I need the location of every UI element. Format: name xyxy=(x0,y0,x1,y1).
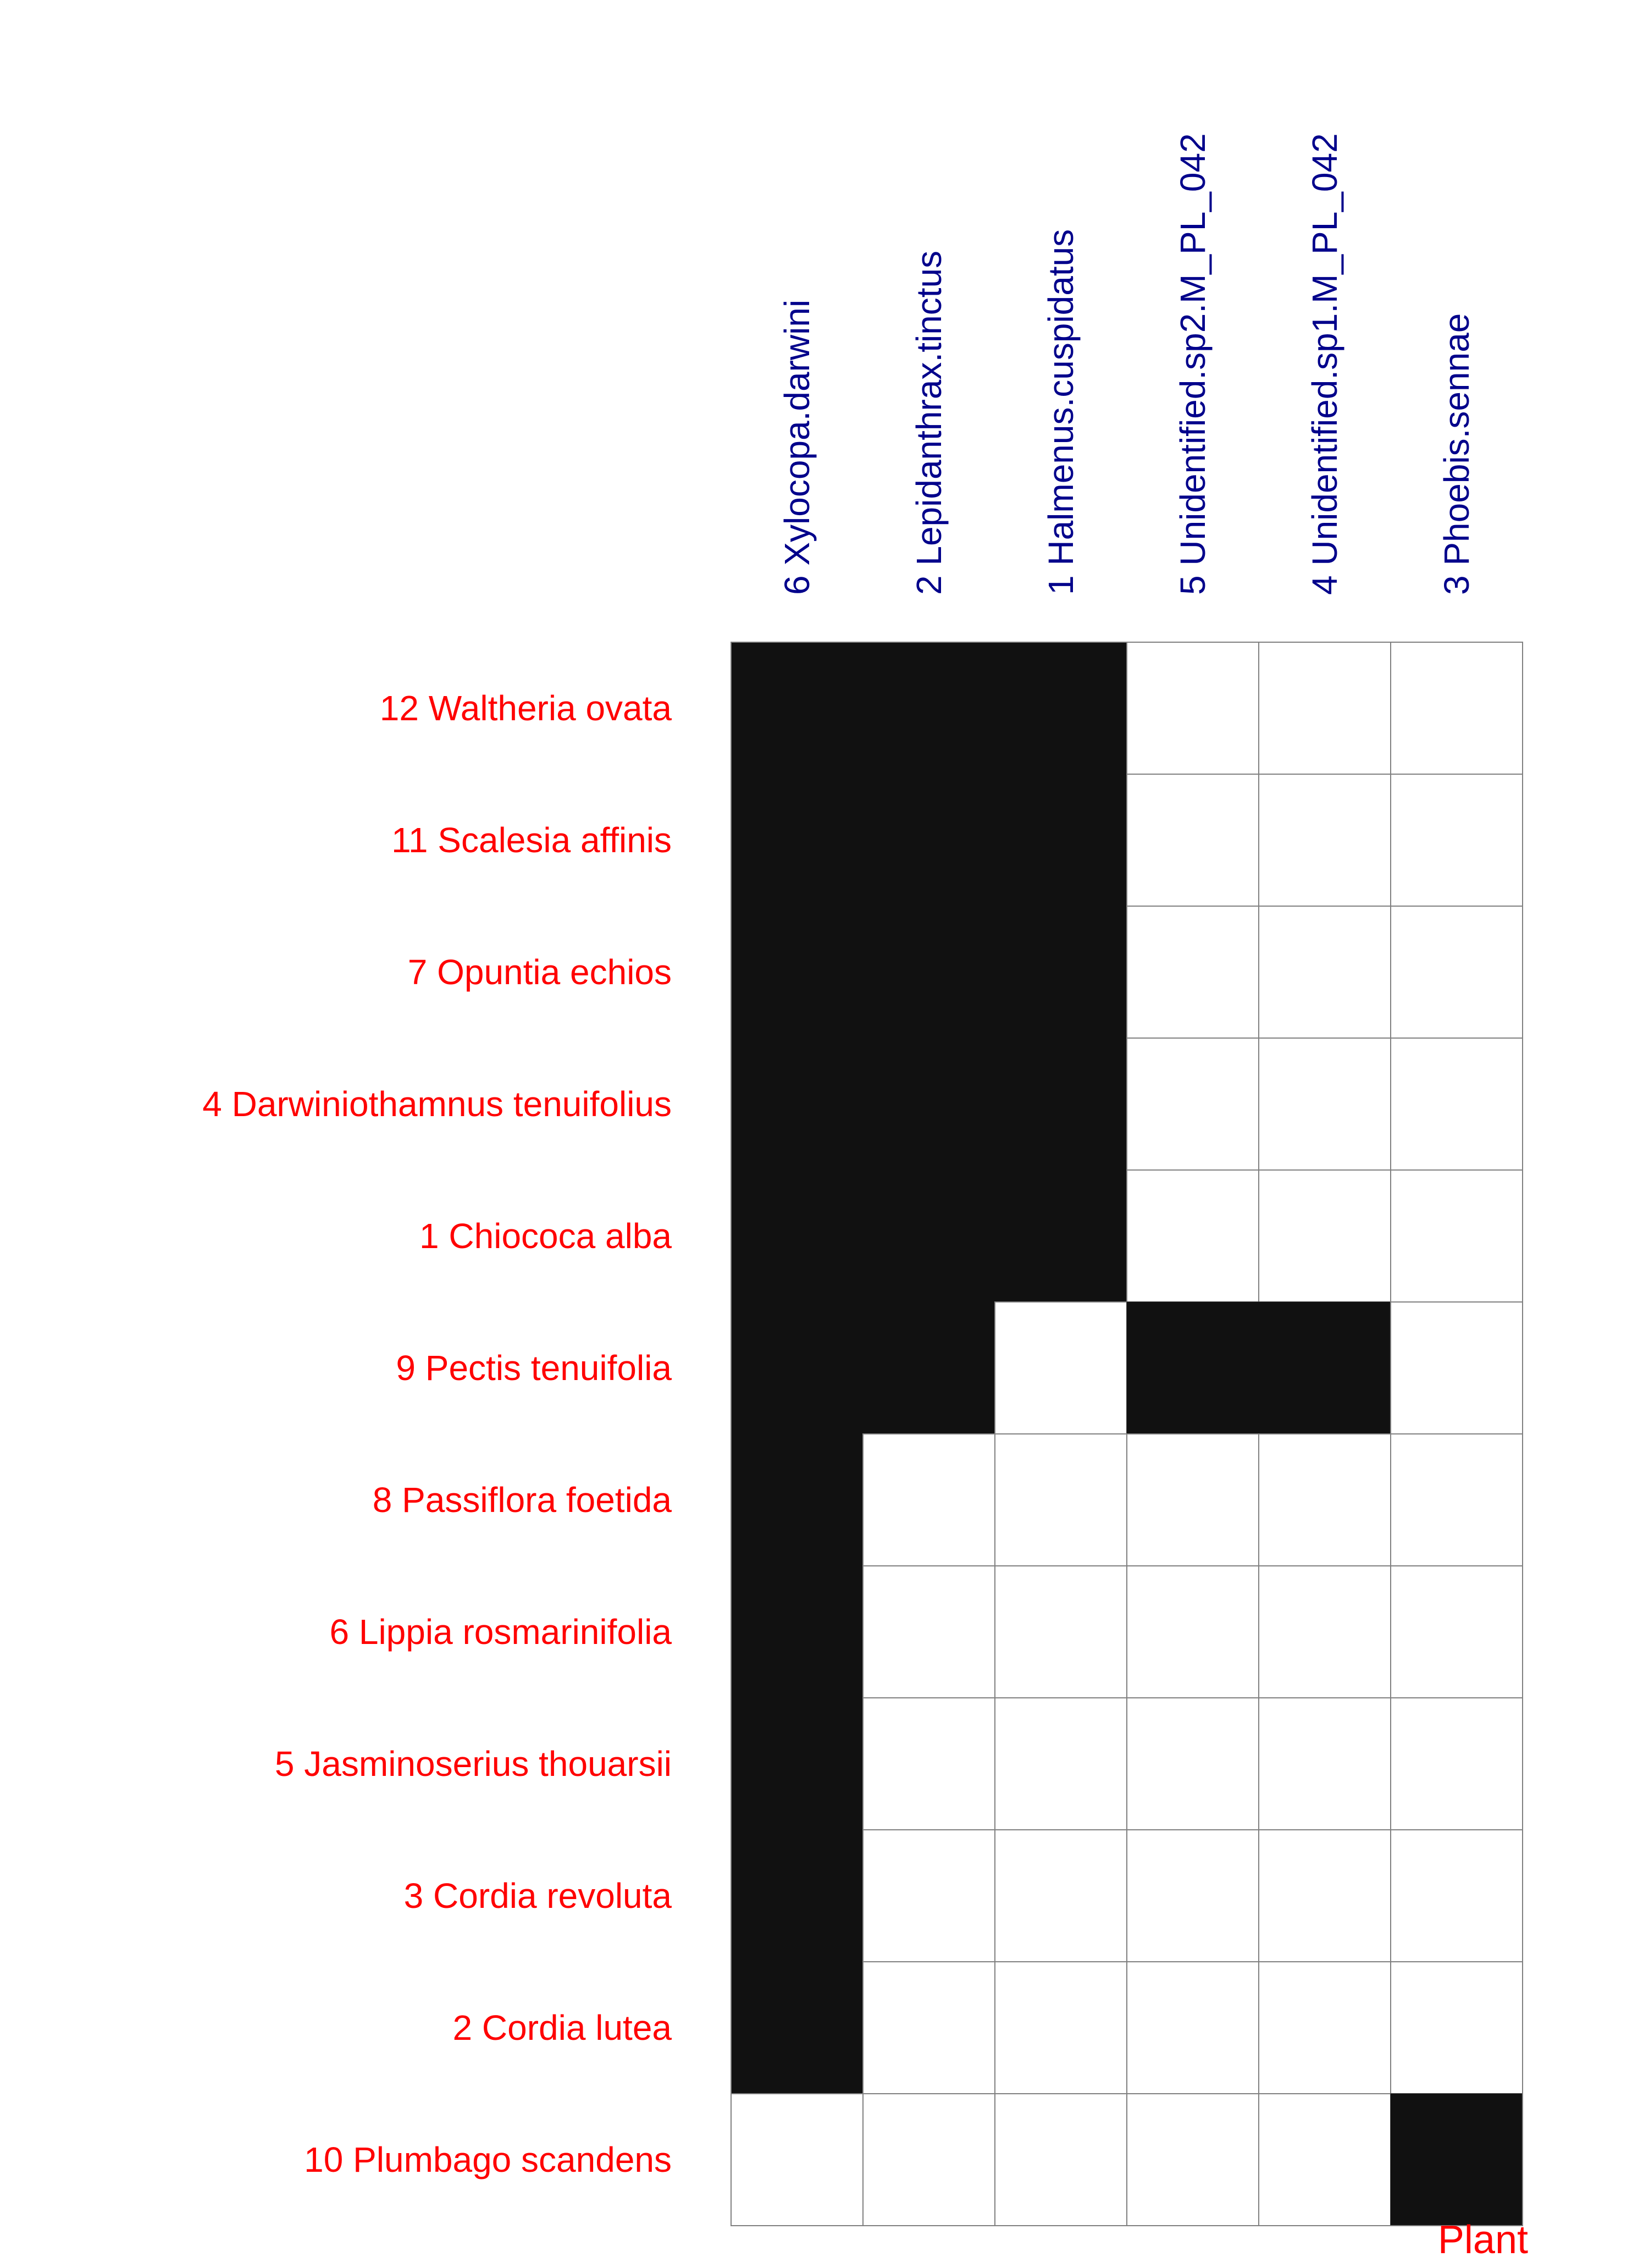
row-label-5: 9 Pectis tenuifolia xyxy=(396,1348,672,1388)
matrix-cell-r7-c3 xyxy=(1126,1565,1259,1698)
matrix-cell-r2-c1 xyxy=(862,906,995,1039)
matrix-cell-r11-c0 xyxy=(731,2093,864,2226)
matrix-cells xyxy=(731,642,1523,2226)
matrix-cell-r2-c3 xyxy=(1126,906,1259,1039)
matrix-cell-r8-c1 xyxy=(862,1697,995,1830)
matrix-cell-r2-c5 xyxy=(1390,906,1523,1039)
row-label-10: 2 Cordia lutea xyxy=(453,2008,672,2048)
row-label-4: 1 Chiococa alba xyxy=(419,1216,672,1256)
matrix-cell-r7-c0 xyxy=(731,1565,864,1698)
column-label-5: 3 Phoebis.sennae xyxy=(1437,313,1476,595)
matrix-cell-r4-c5 xyxy=(1390,1169,1523,1303)
matrix-cell-r10-c2 xyxy=(994,1961,1127,2094)
matrix-cell-r3-c3 xyxy=(1126,1038,1259,1171)
matrix-cell-r3-c2 xyxy=(994,1038,1127,1171)
matrix-border xyxy=(731,642,1523,2226)
matrix-cell-r3-c0 xyxy=(731,1038,864,1171)
matrix-cell-r9-c3 xyxy=(1126,1829,1259,1962)
matrix-cell-r2-c0 xyxy=(731,906,864,1039)
row-label-0: 12 Waltheria ovata xyxy=(380,688,672,728)
column-labels: 6 Xylocopa.darwini 2 Lepidanthrax.tinctus… xyxy=(777,133,1476,595)
matrix-cell-r5-c1 xyxy=(862,1301,995,1434)
column-label-2: 1 Halmenus.cuspidatus xyxy=(1041,229,1081,595)
matrix-cell-r6-c0 xyxy=(731,1433,864,1566)
matrix-cell-r4-c3 xyxy=(1126,1169,1259,1303)
matrix-cell-r6-c4 xyxy=(1258,1433,1391,1566)
matrix-cell-r8-c3 xyxy=(1126,1697,1259,1830)
row-label-3: 4 Darwiniothamnus tenuifolius xyxy=(202,1084,672,1124)
column-label-4: 4 Unidentified.sp1.M_PL_042 xyxy=(1305,133,1344,595)
matrix-cell-r0-c3 xyxy=(1126,642,1259,775)
matrix-cell-r10-c3 xyxy=(1126,1961,1259,2094)
matrix-cell-r9-c0 xyxy=(731,1829,864,1962)
matrix-cell-r0-c4 xyxy=(1258,642,1391,775)
matrix-cell-r0-c0 xyxy=(731,642,864,775)
matrix-cell-r4-c0 xyxy=(731,1169,864,1303)
row-axis-title: Plant xyxy=(1438,2218,1528,2262)
column-label-3: 5 Unidentified.sp2.M_PL_042 xyxy=(1173,133,1213,595)
matrix-cell-r1-c1 xyxy=(862,774,995,907)
matrix-cell-r3-c4 xyxy=(1258,1038,1391,1171)
matrix-cell-r5-c2 xyxy=(994,1301,1127,1434)
matrix-cell-r10-c1 xyxy=(862,1961,995,2094)
matrix-cell-r10-c5 xyxy=(1390,1961,1523,2094)
column-label-1: 2 Lepidanthrax.tinctus xyxy=(909,251,949,595)
row-label-9: 3 Cordia revoluta xyxy=(404,1876,672,1916)
matrix-cell-r8-c4 xyxy=(1258,1697,1391,1830)
matrix-cell-r1-c0 xyxy=(731,774,864,907)
matrix-cell-r11-c2 xyxy=(994,2093,1127,2226)
column-label-0: 6 Xylocopa.darwini xyxy=(777,300,817,595)
matrix-cell-r9-c5 xyxy=(1390,1829,1523,1962)
matrix-cell-r10-c4 xyxy=(1258,1961,1391,2094)
matrix-cell-r5-c4 xyxy=(1258,1301,1391,1434)
row-labels: 12 Waltheria ovata 11 Scalesia affinis 7 O… xyxy=(202,688,672,2179)
row-label-11: 10 Plumbago scandens xyxy=(304,2140,672,2179)
matrix-cell-r6-c1 xyxy=(862,1433,995,1566)
matrix-cell-r7-c2 xyxy=(994,1565,1127,1698)
matrix-cell-r1-c2 xyxy=(994,774,1127,907)
row-label-7: 6 Lippia rosmarinifolia xyxy=(329,1612,672,1652)
matrix-cell-r0-c1 xyxy=(862,642,995,775)
matrix-cell-r0-c5 xyxy=(1390,642,1523,775)
matrix-cell-r2-c4 xyxy=(1258,906,1391,1039)
matrix-cell-r1-c5 xyxy=(1390,774,1523,907)
matrix-cell-r6-c5 xyxy=(1390,1433,1523,1566)
matrix-cell-r8-c2 xyxy=(994,1697,1127,1830)
matrix-cell-r4-c2 xyxy=(994,1169,1127,1303)
matrix-cell-r9-c2 xyxy=(994,1829,1127,1962)
matrix-cell-r5-c3 xyxy=(1126,1301,1259,1434)
row-label-8: 5 Jasminoserius thouarsii xyxy=(275,1744,672,1784)
matrix-cell-r7-c5 xyxy=(1390,1565,1523,1698)
matrix-cell-r1-c4 xyxy=(1258,774,1391,907)
matrix-cell-r9-c1 xyxy=(862,1829,995,1962)
matrix-cell-r8-c5 xyxy=(1390,1697,1523,1830)
matrix-cell-r11-c5 xyxy=(1390,2093,1523,2226)
matrix-cell-r11-c1 xyxy=(862,2093,995,2226)
row-label-1: 11 Scalesia affinis xyxy=(391,820,672,860)
matrix-cell-r7-c4 xyxy=(1258,1565,1391,1698)
matrix-cell-r2-c2 xyxy=(994,906,1127,1039)
matrix-cell-r1-c3 xyxy=(1126,774,1259,907)
matrix-cell-r4-c4 xyxy=(1258,1169,1391,1303)
matrix-cell-r6-c3 xyxy=(1126,1433,1259,1566)
row-label-2: 7 Opuntia echios xyxy=(408,952,672,992)
matrix-cell-r10-c0 xyxy=(731,1961,864,2094)
matrix-cell-r6-c2 xyxy=(994,1433,1127,1566)
matrix-cell-r3-c5 xyxy=(1390,1038,1523,1171)
matrix-cell-r5-c0 xyxy=(731,1301,864,1434)
row-label-6: 8 Passiflora foetida xyxy=(373,1480,672,1520)
matrix-cell-r3-c1 xyxy=(862,1038,995,1171)
matrix-cell-r0-c2 xyxy=(994,642,1127,775)
matrix-cell-r7-c1 xyxy=(862,1565,995,1698)
matrix-cell-r4-c1 xyxy=(862,1169,995,1303)
matrix-cell-r9-c4 xyxy=(1258,1829,1391,1962)
matrix-cell-r8-c0 xyxy=(731,1697,864,1830)
matrix-cell-r11-c4 xyxy=(1258,2093,1391,2226)
matrix-cell-r11-c3 xyxy=(1126,2093,1259,2226)
matrix-cell-r5-c5 xyxy=(1390,1301,1523,1434)
